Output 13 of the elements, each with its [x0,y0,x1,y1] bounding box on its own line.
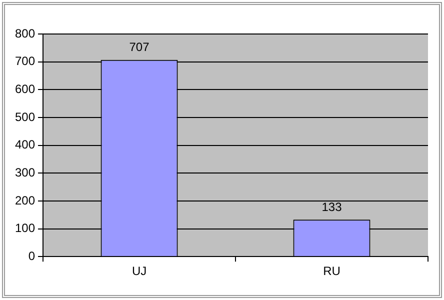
y-tick-label: 100 [14,221,36,236]
x-tick-label: RU [323,264,340,278]
y-tick-label: 300 [14,165,36,180]
y-tick-label: 800 [14,26,36,40]
y-tick-label: 600 [14,82,36,96]
y-tick-label: 500 [14,110,36,124]
y-tick-label: 200 [14,193,36,208]
data-label: 707 [129,40,150,54]
data-label: 133 [322,200,342,214]
y-tick-label: 0 [28,248,36,263]
x-tick-label: UJ [132,264,147,278]
y-tick-label: 400 [14,138,36,152]
y-tick-label: 700 [14,54,36,68]
